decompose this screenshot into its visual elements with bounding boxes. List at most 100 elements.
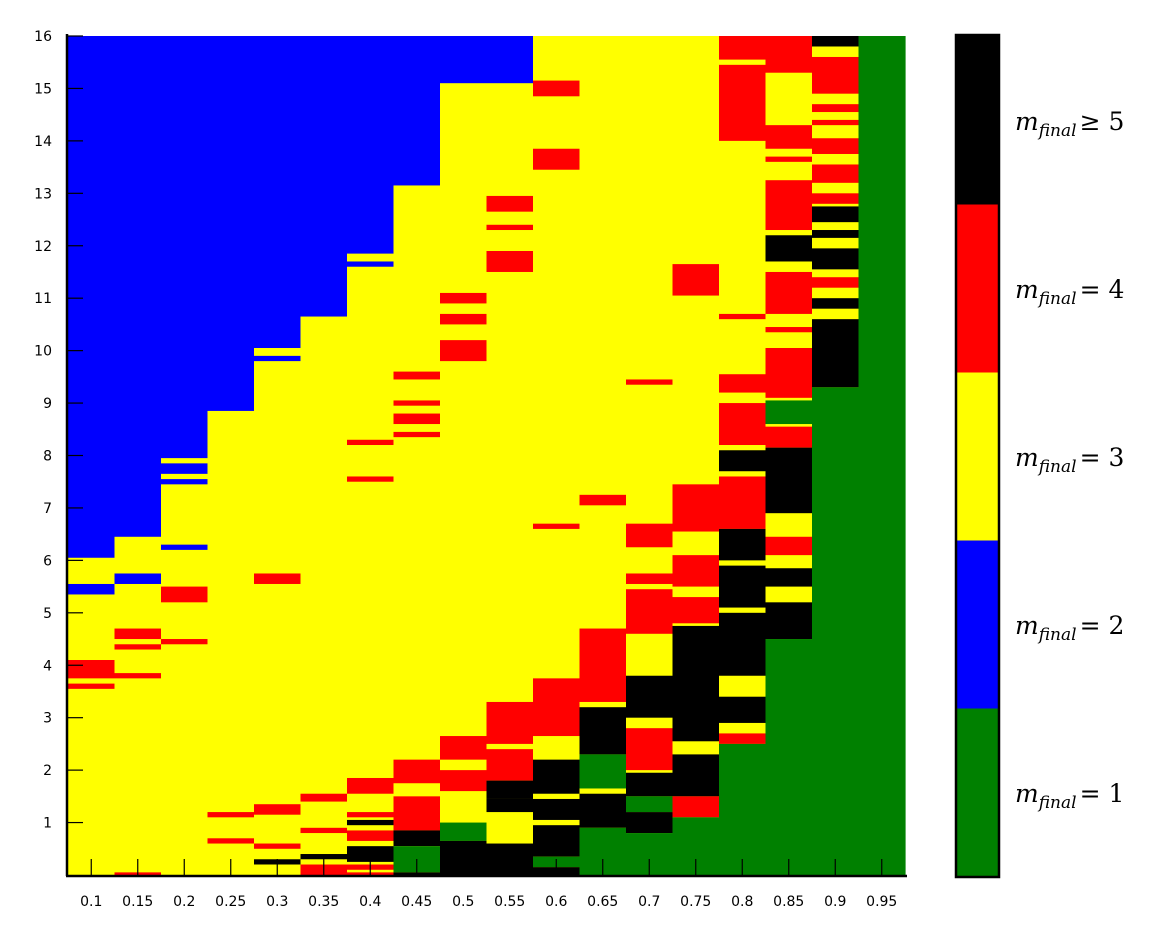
x-tick-label: 0.95: [866, 894, 897, 910]
heatmap-cell: [440, 313, 488, 325]
heatmap-cell: [486, 749, 534, 781]
heatmap-cell: [765, 568, 813, 587]
heatmap-cell: [812, 230, 860, 238]
heatmap-cell: [161, 463, 209, 474]
heatmap-cell: [68, 583, 116, 595]
heatmap-cell: [393, 796, 441, 831]
heatmap-cell: [254, 36, 302, 349]
heatmap-cell: [626, 796, 674, 813]
heatmap-cell: [765, 536, 813, 556]
heatmap-cell: [161, 586, 209, 603]
colorbar-segment-1: [957, 708, 998, 877]
heatmap-cell: [440, 770, 488, 792]
heatmap-cell: [300, 827, 348, 834]
heatmap-cell: [579, 628, 627, 702]
heatmap-cell: [812, 319, 860, 388]
heatmap-cell: [114, 573, 162, 584]
y-tick-label: 6: [43, 553, 52, 569]
heatmap-cell: [626, 812, 674, 834]
heatmap-cell: [672, 625, 720, 742]
heatmap-cell: [719, 313, 767, 320]
heatmap-cell: [812, 193, 860, 204]
heatmap-cell: [719, 450, 767, 472]
heatmap-cell: [440, 292, 488, 304]
heatmap-cell: [533, 759, 581, 794]
colorbar-labels: mfinal = 1 mfinal = 2 mfinal = 3 mfinal = 4 mfin…: [1015, 107, 1124, 813]
heatmap-cell: [719, 565, 767, 608]
heatmap-cell: [254, 573, 302, 584]
heatmap-cell: [347, 830, 395, 841]
heatmap-cell: [347, 846, 395, 862]
heatmap-cell: [486, 195, 534, 212]
heatmap-cell: [719, 733, 767, 744]
heatmap-cell: [68, 36, 116, 558]
heatmap-cell: [393, 413, 441, 425]
heatmap-cell: [626, 728, 674, 771]
heatmap-cell: [300, 793, 348, 802]
y-tick-label: 3: [43, 711, 52, 727]
heatmap-cell: [533, 825, 581, 857]
heatmap-cell: [812, 104, 860, 113]
heatmap-cell: [300, 36, 348, 317]
x-tick-label: 0.9: [824, 894, 846, 910]
colorbar-segment-2: [957, 540, 998, 709]
heatmap-cell: [719, 36, 767, 141]
y-tick-label: 10: [34, 344, 52, 360]
heatmap-cell: [347, 819, 395, 826]
heatmap-cell: [765, 125, 813, 149]
x-tick-label: 0.5: [452, 894, 474, 910]
heatmap-cell: [254, 355, 302, 362]
heatmap-cell: [765, 271, 813, 314]
heatmap-cell: [347, 476, 395, 482]
y-tick-label: 1: [43, 816, 52, 832]
heatmap-cell: [765, 639, 813, 875]
heatmap-cells: [68, 36, 906, 875]
y-tick-label: 5: [43, 606, 52, 622]
heatmap-cell: [765, 180, 813, 231]
x-axis-ticks: 0.1 0.15 0.2 0.25 0.3 0.35 0.4 0.45 0.5 0.55 0.6 0.…: [80, 859, 897, 910]
heatmap-cell: [486, 224, 534, 231]
heatmap-cell: [719, 528, 767, 561]
heatmap-cell: [393, 759, 441, 784]
heatmap-cell: [68, 660, 116, 679]
heatmap-cell: [486, 250, 534, 272]
heatmap-cell: [533, 523, 581, 529]
x-tick-label: 0.6: [545, 894, 567, 910]
heatmap-cell: [765, 327, 813, 333]
heatmap-cell: [765, 602, 813, 640]
heatmap-cell: [347, 439, 395, 446]
heatmap-cell: [347, 812, 395, 818]
heatmap-cell: [765, 235, 813, 262]
heatmap-cell: [812, 56, 860, 94]
x-tick-label: 0.15: [122, 894, 153, 910]
heatmap-cell: [812, 36, 860, 47]
colorbar-segment-3: [957, 372, 998, 541]
heatmap-cell: [812, 138, 860, 154]
heatmap-cell: [114, 673, 162, 679]
heatmap-cell: [812, 387, 860, 875]
heatmap-cell: [719, 59, 767, 65]
x-tick-label: 0.35: [308, 894, 339, 910]
x-tick-label: 0.3: [266, 894, 288, 910]
heatmap-column-0.75: [672, 36, 720, 875]
heatmap-cell: [719, 476, 767, 529]
x-tick-label: 0.2: [173, 894, 195, 910]
heatmap-cell: [672, 597, 720, 624]
heatmap-cell: [812, 298, 860, 309]
heatmap-cell: [207, 36, 255, 411]
colorbar-segment-4: [957, 204, 998, 373]
colorbar-label-2: mfinal = 2: [1015, 611, 1124, 645]
heatmap-cell: [440, 736, 488, 760]
heatmap-cell: [114, 36, 162, 537]
heatmap-cell: [440, 340, 488, 362]
heatmap-cell: [812, 206, 860, 223]
heatmap-cell: [486, 36, 534, 84]
y-tick-label: 12: [34, 239, 52, 255]
heatmap-cell: [533, 80, 581, 97]
colorbar: [954, 33, 1001, 879]
heatmap-cell: [161, 544, 209, 550]
heatmap-cell: [626, 573, 674, 584]
heatmap-cell: [393, 400, 441, 406]
heatmap-cell: [626, 589, 674, 634]
heatmap-cell: [347, 261, 395, 267]
